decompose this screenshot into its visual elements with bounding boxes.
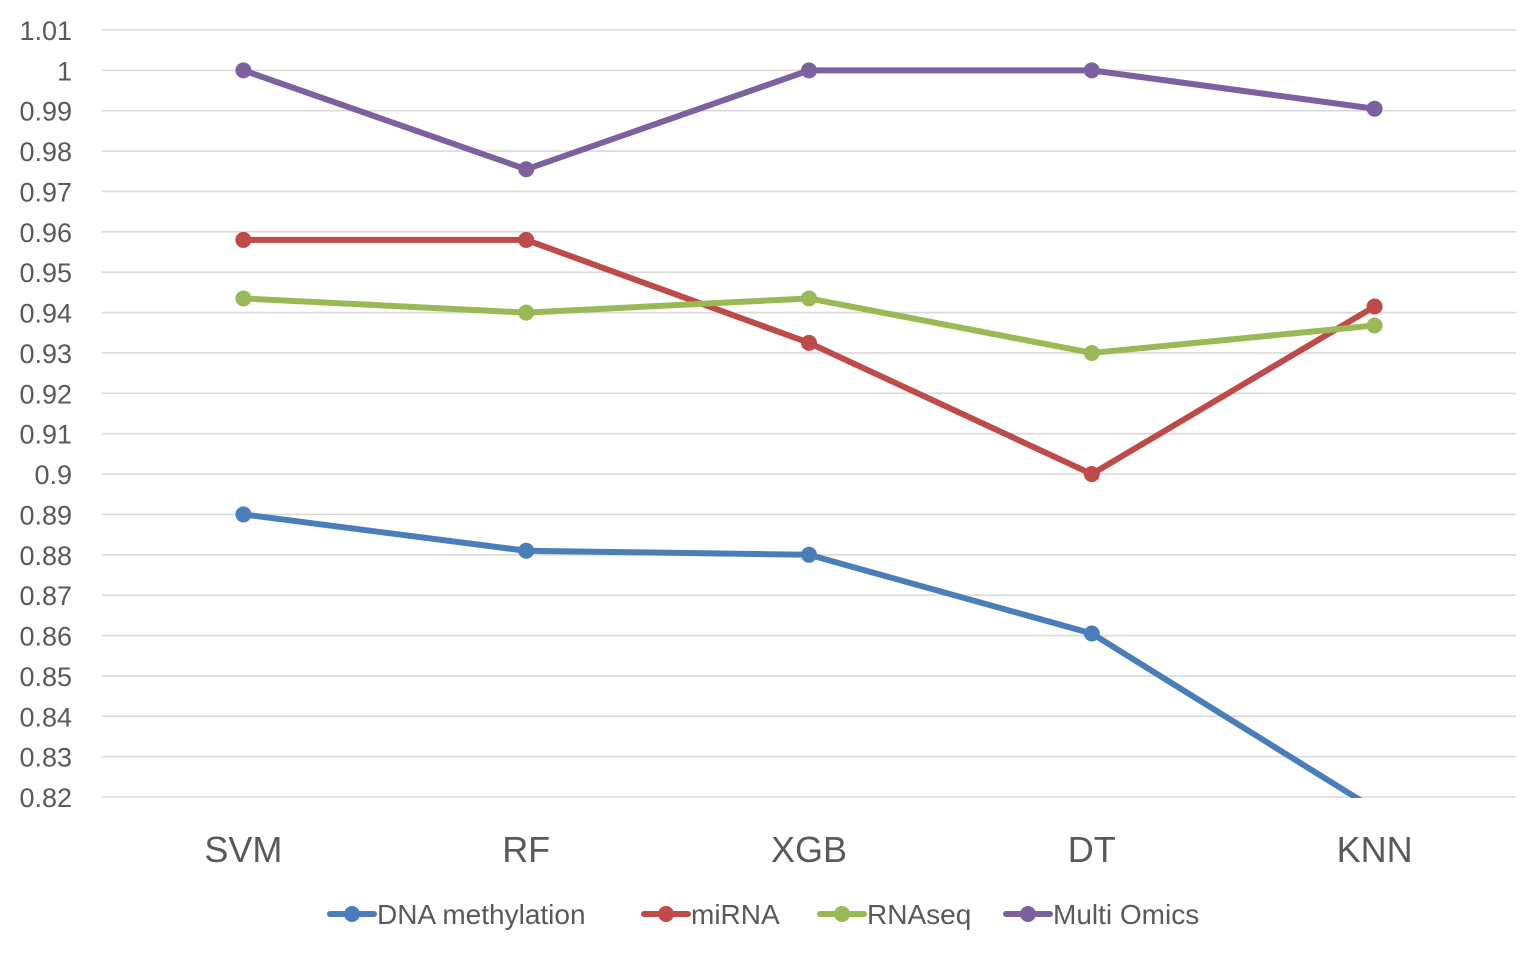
y-tick-label: 0.87 xyxy=(19,581,72,611)
y-tick-label: 0.97 xyxy=(19,177,72,207)
y-tick-label: 0.84 xyxy=(19,702,72,732)
data-point xyxy=(801,290,817,307)
data-point xyxy=(1367,801,1383,817)
y-tick-label: 0.94 xyxy=(19,299,72,329)
y-tick-label: 0.96 xyxy=(19,218,72,248)
data-point xyxy=(1083,62,1100,79)
data-point xyxy=(1083,466,1100,483)
data-point xyxy=(518,161,535,178)
y-tick-label: 0.93 xyxy=(19,339,72,369)
data-point xyxy=(1366,100,1383,117)
legend-swatch-marker xyxy=(834,906,850,922)
series-line xyxy=(240,67,1378,173)
legend-swatch-marker xyxy=(658,906,674,922)
y-tick-label: 0.95 xyxy=(19,258,72,288)
data-point xyxy=(801,546,817,563)
x-axis-category-labels: SVM RF XGB DT KNN xyxy=(204,829,1412,870)
y-tick-label: 0.9 xyxy=(34,460,72,490)
legend: DNA methylation miRNA RNAseq Multi Omics xyxy=(327,899,1199,930)
legend-label: RNAseq xyxy=(867,899,971,930)
data-point xyxy=(518,231,535,248)
legend-label: DNA methylation xyxy=(377,899,586,930)
data-point xyxy=(1366,317,1383,334)
x-category-label: SVM xyxy=(204,829,282,870)
series-lines xyxy=(235,62,1383,817)
data-point xyxy=(1083,625,1100,642)
data-point xyxy=(235,290,252,307)
x-category-label: DT xyxy=(1068,829,1116,870)
data-point xyxy=(235,231,252,248)
data-point xyxy=(801,62,817,79)
legend-label: miRNA xyxy=(691,899,780,930)
data-point xyxy=(1366,298,1383,315)
legend-item: DNA methylation xyxy=(327,899,586,930)
legend-item: RNAseq xyxy=(817,899,971,930)
data-point xyxy=(801,334,817,351)
data-point xyxy=(235,62,252,79)
legend-swatch-marker xyxy=(344,906,360,922)
y-tick-label: 0.89 xyxy=(19,500,72,530)
y-tick-label: 0.99 xyxy=(19,97,72,127)
series-3 xyxy=(235,290,1383,361)
y-tick-label: 0.85 xyxy=(19,662,72,692)
legend-swatch-marker xyxy=(1020,906,1036,922)
legend-item: Multi Omics xyxy=(1003,899,1199,930)
data-point xyxy=(1083,344,1100,361)
y-tick-label: 0.83 xyxy=(19,743,72,773)
y-axis-tick-labels: 0.82 0.83 0.84 0.85 0.86 0.87 0.88 0.89 0.9 0.91 0… xyxy=(19,16,72,813)
y-tick-label: 0.91 xyxy=(19,420,72,450)
y-tick-label: 1.01 xyxy=(19,16,72,46)
data-point xyxy=(518,304,535,321)
series-1 xyxy=(235,506,1383,817)
legend-label: Multi Omics xyxy=(1053,899,1199,930)
y-tick-label: 0.86 xyxy=(19,622,72,652)
x-category-label: KNN xyxy=(1337,829,1413,870)
y-tick-label: 0.82 xyxy=(19,783,72,813)
gridlines xyxy=(102,29,1516,798)
legend-item: miRNA xyxy=(641,899,780,930)
x-category-label: XGB xyxy=(771,829,847,870)
series-4 xyxy=(235,62,1383,178)
data-point xyxy=(518,542,535,559)
series-2 xyxy=(235,231,1383,483)
y-tick-label: 0.88 xyxy=(19,541,72,571)
y-tick-label: 0.98 xyxy=(19,137,72,167)
data-point xyxy=(235,506,252,523)
series-line xyxy=(240,236,1378,478)
y-tick-label: 0.92 xyxy=(19,379,72,409)
y-tick-label: 1 xyxy=(57,56,72,86)
x-category-label: RF xyxy=(502,829,550,870)
